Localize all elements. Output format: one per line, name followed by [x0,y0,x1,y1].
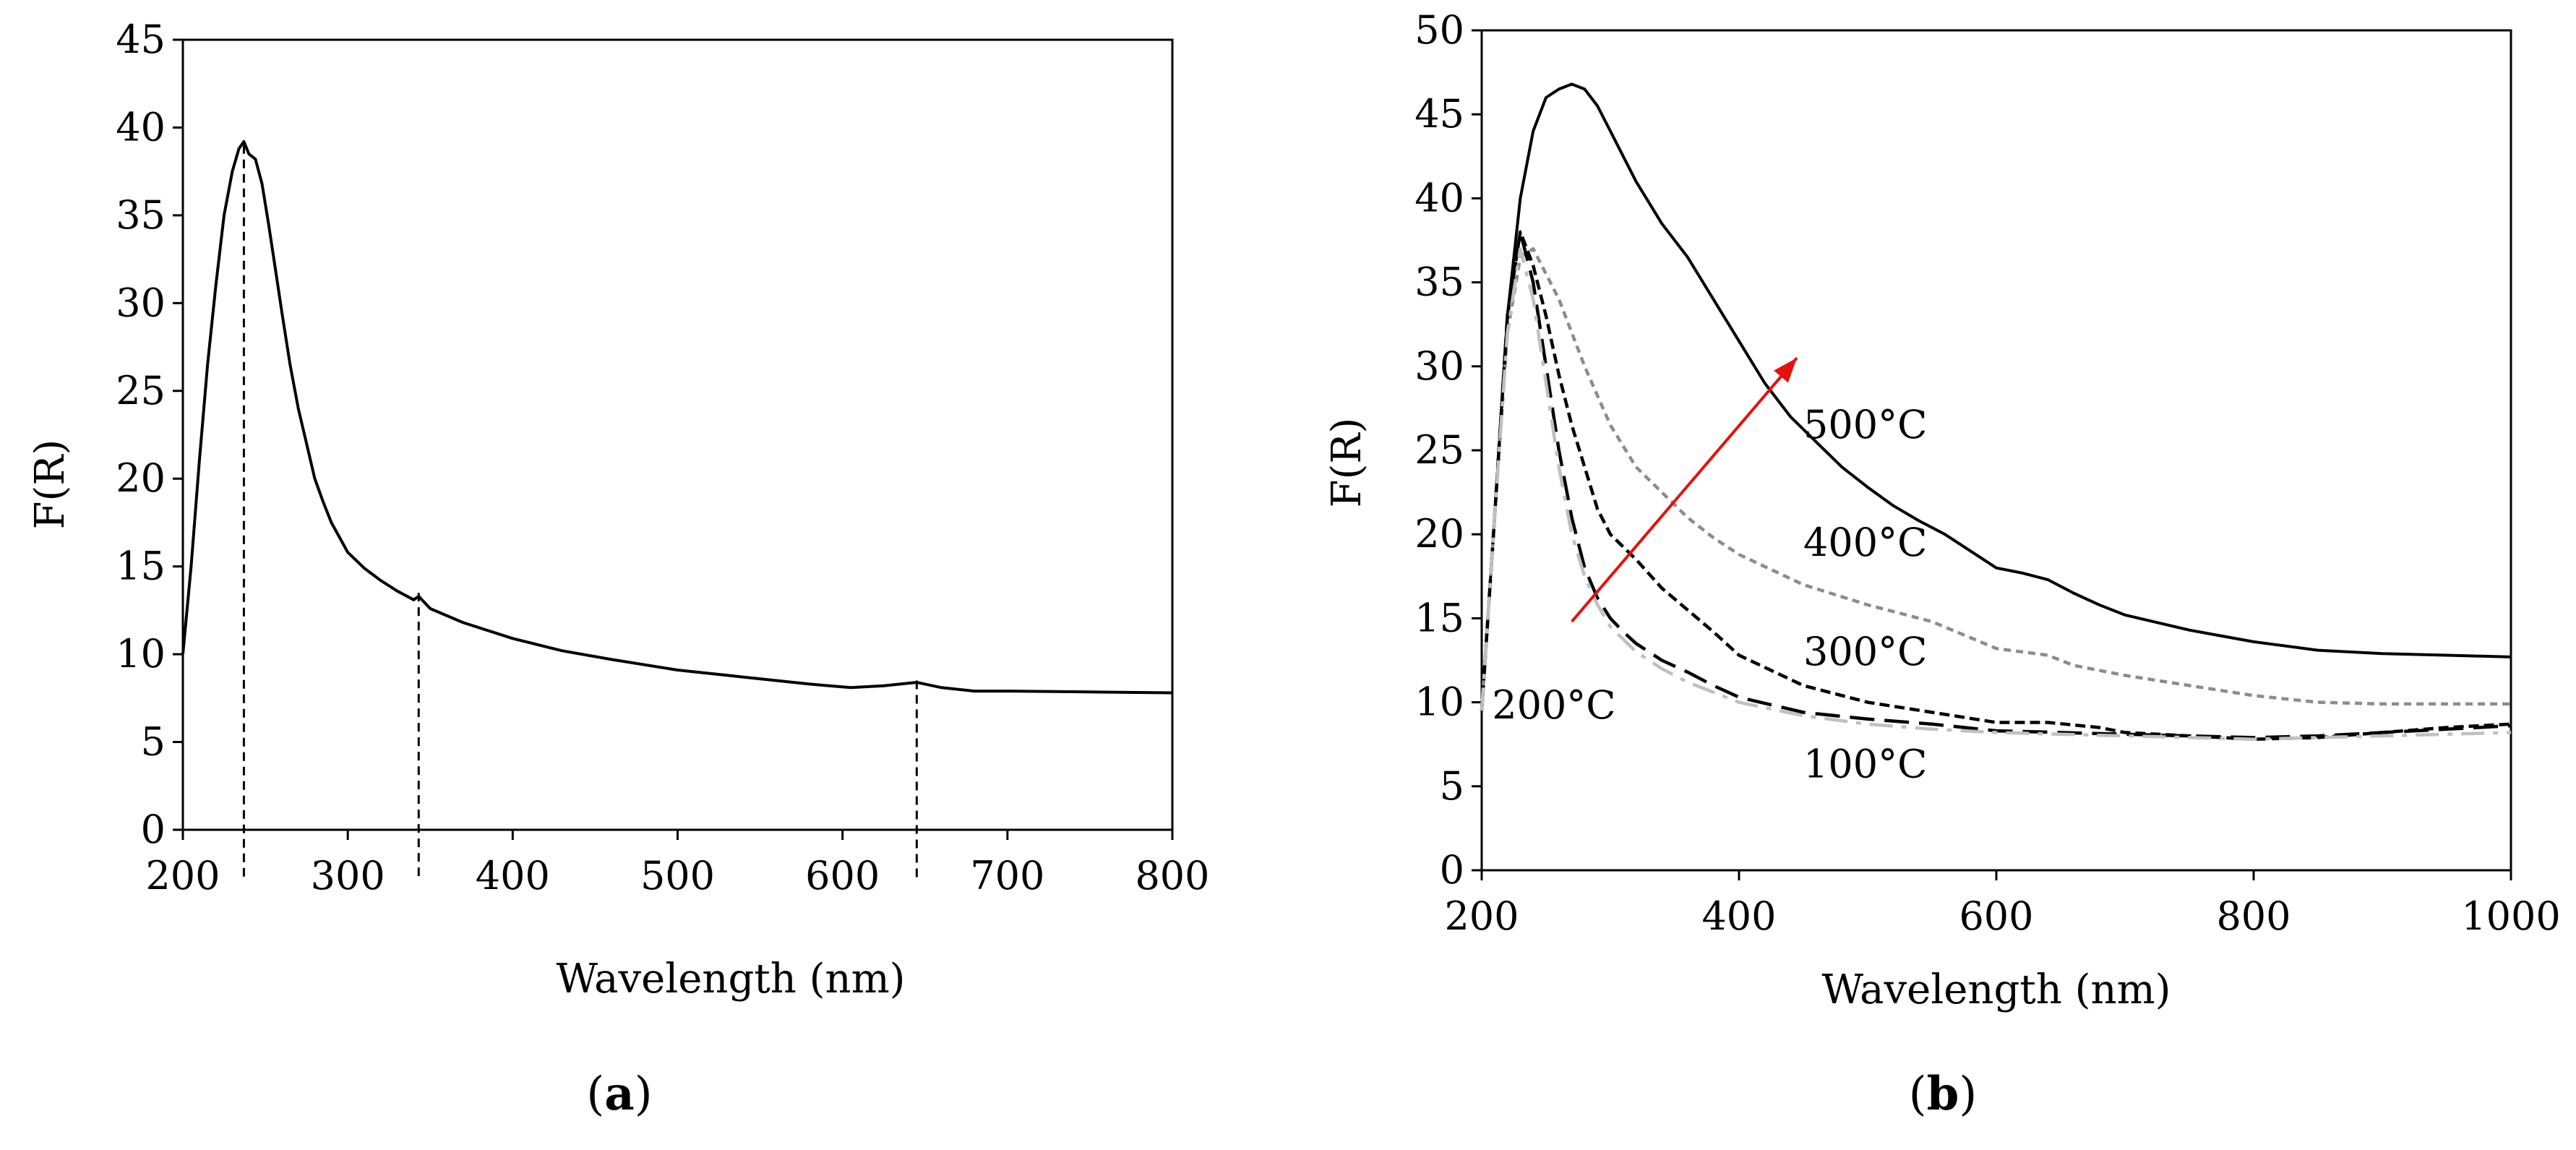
panel-a-x-tick-label: 800 [1135,853,1209,898]
panel-b-plot-area: 0 5 10 15 20 25 30 35 40 45 50 200 400 600 800 1000 500°… [1414,7,2560,939]
panel-b-y-tick-label: 15 [1414,595,1464,640]
panel-b-series-label-300c: 300°C [1803,629,1927,674]
panel-a-y-tick-label: 45 [116,17,166,62]
panel-b-x-tick-label: 600 [1959,893,2033,939]
panel-b-trend-arrow-head [1774,358,1798,383]
panel-b-y-tick-label: 40 [1414,175,1464,220]
panel-b-y-tick-label: 5 [1440,763,1464,809]
panel-b-series-line-400c [1480,246,2511,711]
panel-b-y-tick-label: 25 [1414,427,1464,473]
panel-a-y-tick-label: 10 [116,631,166,677]
panel-b-y-tick-label: 30 [1414,343,1464,389]
panel-b-trend-arrow [1571,356,1798,623]
panel-b-label: (b) [1909,1067,1978,1121]
panel-a-label: (a) [586,1067,652,1121]
panel-b-series-line-300c [1480,230,2512,741]
panel-a-y-tick-label: 25 [116,368,166,413]
panel-a-y-tick-label: 20 [116,455,166,501]
panel-b-x-tick-label: 1000 [2461,893,2560,939]
panel-b-x-tick-label: 400 [1701,893,1776,939]
panel-a-x-tick-label: 400 [476,853,550,898]
panel-b-series-line-100c [1480,246,2512,741]
panel-a-x-tick-label: 600 [805,853,880,898]
panel-a-x-tick-label: 500 [640,853,715,898]
panel-a-y-tick-label: 35 [116,192,166,238]
panel-b-y-tick-label: 35 [1414,259,1464,305]
panel-b-y-tick-label: 10 [1414,679,1464,725]
panel-b-x-tick-label: 200 [1444,893,1519,939]
panel-b-series-line-200c [1480,230,2512,739]
panel-b-y-axis-label: F(R) [1323,418,1370,508]
panel-b-chart: 0 5 10 15 20 25 30 35 40 45 50 200 400 600 800 1000 500°… [1323,7,2561,1121]
panel-b-y-tick-label: 50 [1414,7,1464,53]
panel-b-series-label-500c: 500°C [1803,402,1927,447]
panel-a-y-tick-label: 40 [116,104,166,150]
panel-b-x-tick-label: 800 [2216,893,2291,939]
panel-a-x-tick-label: 700 [970,853,1044,898]
panel-b-series-label-100c: 100°C [1803,742,1927,787]
panel-b-y-tick-label: 0 [1440,847,1464,893]
panel-a-plot-area: 0 5 10 15 20 25 30 35 40 45 200 300 400 500 600 700 800 [116,17,1209,898]
panel-b-series-label-200c: 200°C [1492,682,1615,728]
panel-b-y-tick-label: 45 [1414,91,1464,137]
panel-a-y-tick-label: 0 [141,807,166,852]
panel-b-x-axis-label: Wavelength (nm) [1821,966,2171,1013]
panel-a-x-tick-label: 300 [311,853,385,898]
panel-a-x-tick-label: 200 [145,853,220,898]
panel-a-series-line-spectrum [181,140,1173,695]
panel-a-plot-frame [181,38,1174,831]
panel-b-series-label-400c: 400°C [1803,520,1927,565]
panel-a-x-axis-label: Wavelength (nm) [556,956,905,1003]
panel-b-series-line-500c [1480,82,2512,711]
panel-b-y-tick-label: 20 [1414,511,1464,557]
panel-b-plot-frame [1480,29,2512,872]
panel-a-y-tick-label: 15 [116,544,166,589]
panel-a-y-tick-label: 30 [116,280,166,325]
panel-a-y-tick-label: 5 [141,719,166,765]
panel-a-y-axis-label: F(R) [27,439,74,530]
